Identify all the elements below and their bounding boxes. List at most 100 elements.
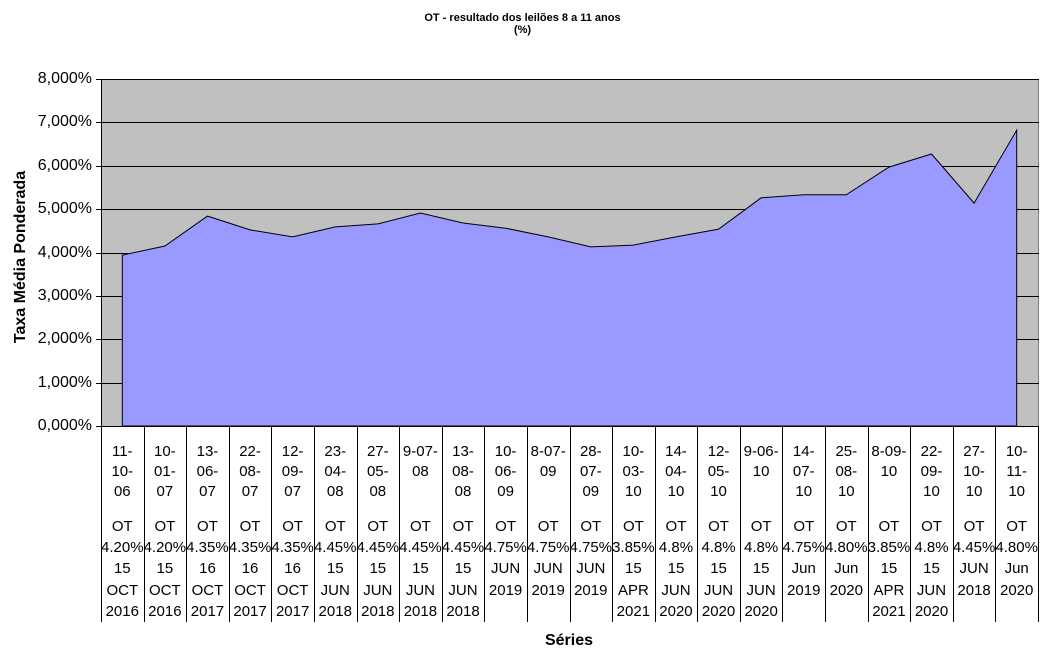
x-tick-label-series: OT 3.85% 15 APR 2021: [867, 518, 911, 620]
x-tick-label-date: 10-01-07: [154, 443, 176, 500]
data-point: [886, 164, 892, 170]
x-category-label: 12-09-07 OT 4.35% 16 OCT 2017: [271, 426, 314, 622]
data-point: [588, 244, 594, 250]
x-tick-label-date: 9-07-08: [402, 443, 438, 480]
x-tick-label-date: 10-03-10: [622, 443, 645, 500]
data-point: [673, 234, 679, 240]
x-tick-label-series: OT 4.8% 15 JUN 2020: [914, 518, 949, 620]
y-tick-label: 5,000%: [37, 200, 92, 218]
x-tick-label-date: 10-11-10: [1005, 443, 1028, 500]
x-tick-label-date: 14-04-10: [665, 443, 687, 500]
data-point: [417, 210, 423, 216]
x-category-label: 8-09-10 OT 3.85% 15 APR 2021: [868, 426, 911, 622]
data-point: [503, 225, 509, 231]
data-point: [375, 221, 381, 227]
x-category-label: 12-05-10 OT 4.8% 15 JUN 2020: [697, 426, 740, 622]
x-tick-label-date: 13-06-07: [196, 443, 219, 500]
x-tick-label-date: 12-09-07: [281, 443, 304, 500]
x-tick-label-series: OT 4.35% 16 OCT 2017: [228, 518, 272, 620]
y-tick-label: 7,000%: [37, 113, 92, 131]
data-point: [630, 242, 636, 248]
x-tick-label-date: 9-06-10: [743, 443, 779, 480]
category-dividers: [101, 426, 1039, 622]
chart-subtitle: (%): [513, 24, 532, 36]
x-tick-label-date: 25-08-10: [835, 443, 858, 500]
data-point: [758, 195, 764, 201]
x-tick-label-date: 11-10-06: [111, 443, 134, 500]
x-category-label: 9-06-10 OT 4.8% 15 JUN 2020: [740, 426, 783, 622]
data-point: [545, 234, 551, 240]
data-point: [290, 234, 296, 240]
x-tick-label-date: 22-09-10: [920, 443, 943, 500]
y-tick-label: 6,000%: [37, 156, 92, 174]
x-category-label: 22-09-10 OT 4.8% 15 JUN 2020: [910, 426, 953, 622]
x-tick-label-series: OT 4.20% 15 OCT 2016: [143, 518, 187, 620]
area-series: [121, 128, 1018, 427]
x-category-label: 10-11-10 OT 4.80% Jun 2020: [995, 426, 1038, 622]
x-tick-label-series: OT 4.8% 15 JUN 2020: [658, 518, 694, 620]
x-category-label: 13-06-07 OT 4.35% 16 OCT 2017: [186, 426, 229, 622]
x-tick-label-date: 22-08-07: [239, 443, 261, 500]
x-tick-label-date: 8-09-10: [871, 443, 907, 480]
data-point: [460, 220, 466, 226]
y-tick-label: 1,000%: [37, 373, 92, 391]
data-point: [205, 213, 211, 219]
data-point: [119, 252, 125, 258]
x-category-label: 13-08-08 OT 4.45% 15 JUN 2018: [442, 426, 485, 622]
x-tick-label-series: OT 4.35% 16 OCT 2017: [271, 518, 314, 620]
y-tick-label: 4,000%: [37, 243, 92, 261]
y-tick-label: 2,000%: [37, 330, 92, 348]
data-point: [1014, 127, 1020, 133]
x-category-label: 22-08-07 OT 4.35% 16 OCT 2017: [229, 426, 272, 622]
x-tick-label-series: OT 4.35% 16 OCT 2017: [186, 518, 229, 620]
x-tick-label-series: OT 4.45% 15 JUN 2018: [356, 518, 400, 620]
x-tick-label-series: OT 4.45% 15 JUN 2018: [313, 518, 357, 620]
y-tick-label: 3,000%: [37, 286, 92, 304]
x-tick-label-date: 14-07-10: [792, 443, 815, 500]
x-category-label: 10-01-07 OT 4.20% 15 OCT 2016: [144, 426, 187, 622]
data-point: [843, 192, 849, 198]
x-category-label: 10-06-09 OT 4.75% JUN 2019: [484, 426, 527, 622]
x-tick-label-date: 8-07-09: [530, 443, 566, 480]
data-point: [801, 192, 807, 198]
x-tick-label-series: OT 4.45% JUN 2018: [952, 518, 996, 599]
x-category-label: 27-10-10 OT 4.45% JUN 2018: [953, 426, 996, 622]
x-category-label: 14-04-10 OT 4.8% 15 JUN 2020: [655, 426, 698, 622]
data-point: [162, 243, 168, 249]
y-tick-label: 8,000%: [37, 70, 92, 87]
x-tick-label-series: OT 4.80% Jun 2020: [825, 518, 868, 599]
x-category-label: 11-10-06 OT 4.20% 15 OCT 2016: [101, 426, 144, 622]
series-layer: [119, 127, 1020, 427]
x-tick-label-series: OT 3.85% 15 APR 2021: [612, 518, 655, 620]
x-tick-label-series: OT 4.20% 15 OCT 2016: [101, 518, 144, 620]
x-category-label: 14-07-10 OT 4.75% Jun 2019: [782, 426, 825, 622]
x-tick-label-series: OT 4.45% 15 JUN 2018: [399, 518, 442, 620]
x-category-label: 23-04-08 OT 4.45% 15 JUN 2018: [314, 426, 357, 622]
x-tick-label-series: OT 4.45% 15 JUN 2018: [441, 518, 485, 620]
x-axis-title: Séries: [544, 632, 594, 649]
x-category-label: 8-07-09 OT 4.75% JUN 2019: [527, 426, 570, 622]
x-tick-label-date: 28-07-09: [579, 443, 602, 500]
x-tick-label-date: 23-04-08: [324, 443, 347, 500]
x-tick-label-series: OT 4.80% Jun 2020: [995, 518, 1038, 599]
x-category-label: 25-08-10 OT 4.80% Jun 2020: [825, 426, 868, 622]
x-tick-label-series: OT 4.75% JUN 2019: [526, 518, 570, 599]
x-tick-label-date: 13-08-08: [452, 443, 474, 500]
chart-title: OT - resultado dos leilões 8 a 11 anos: [424, 12, 621, 24]
data-point: [716, 226, 722, 232]
x-tick-label-series: OT 4.8% 15 JUN 2020: [701, 518, 736, 620]
x-tick-label-series: OT 4.8% 15 JUN 2020: [744, 518, 779, 620]
x-tick-label-series: OT 4.75% Jun 2019: [782, 518, 825, 599]
y-tick-label: 0,000%: [37, 417, 92, 434]
x-tick-label-date: 12-05-10: [707, 443, 730, 500]
data-point: [929, 151, 935, 157]
x-tick-label-date: 10-06-09: [494, 443, 517, 500]
x-tick-label-date: 27-05-08: [366, 443, 389, 500]
x-category-label: 9-07-08 OT 4.45% 15 JUN 2018: [399, 426, 442, 622]
x-category-label: 28-07-09 OT 4.75% JUN 2019: [570, 426, 613, 622]
x-tick-label-series: OT 4.75% JUN 2019: [484, 518, 527, 599]
x-tick-label-series: OT 4.75% JUN 2019: [569, 518, 613, 599]
x-category-label: 27-05-08 OT 4.45% 15 JUN 2018: [357, 426, 400, 622]
